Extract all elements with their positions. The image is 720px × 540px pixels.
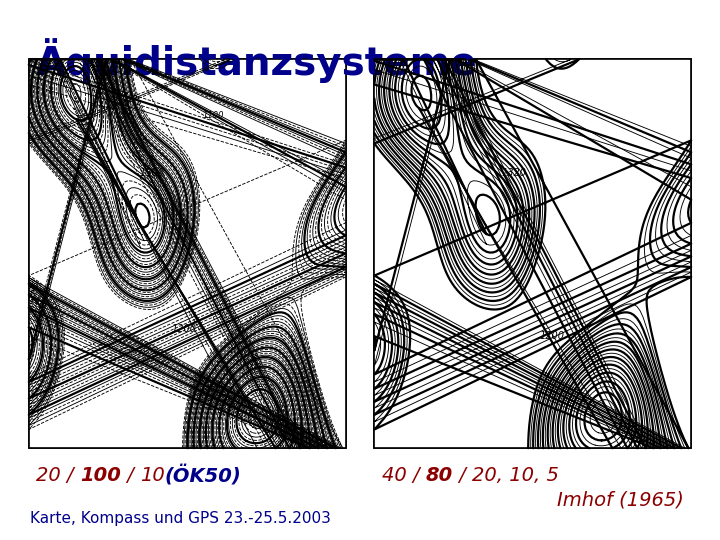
Text: /: / (453, 465, 472, 485)
Text: 1320: 1320 (501, 168, 526, 178)
Text: 1200: 1200 (539, 332, 564, 341)
Text: 20 /: 20 / (36, 465, 80, 485)
FancyBboxPatch shape (29, 59, 346, 448)
Text: 40 /: 40 / (382, 465, 426, 485)
Text: 1200: 1200 (171, 323, 197, 334)
FancyBboxPatch shape (29, 59, 346, 448)
FancyBboxPatch shape (374, 59, 691, 448)
Text: (ÖK50): (ÖK50) (165, 465, 241, 485)
Text: 1100: 1100 (203, 111, 225, 120)
Text: 100: 100 (80, 465, 121, 485)
Text: Imhof (1965): Imhof (1965) (557, 490, 684, 509)
Text: 80: 80 (426, 465, 453, 485)
Text: 1300: 1300 (140, 168, 165, 178)
Text: Karte, Kompass und GPS 23.-25.5.2003: Karte, Kompass und GPS 23.-25.5.2003 (30, 511, 330, 526)
Text: /: / (121, 465, 140, 485)
Text: Äquidistanzsysteme: Äquidistanzsysteme (36, 38, 477, 83)
Text: 20, 10, 5: 20, 10, 5 (472, 465, 559, 485)
FancyBboxPatch shape (374, 59, 691, 448)
Text: 10: 10 (140, 465, 165, 485)
